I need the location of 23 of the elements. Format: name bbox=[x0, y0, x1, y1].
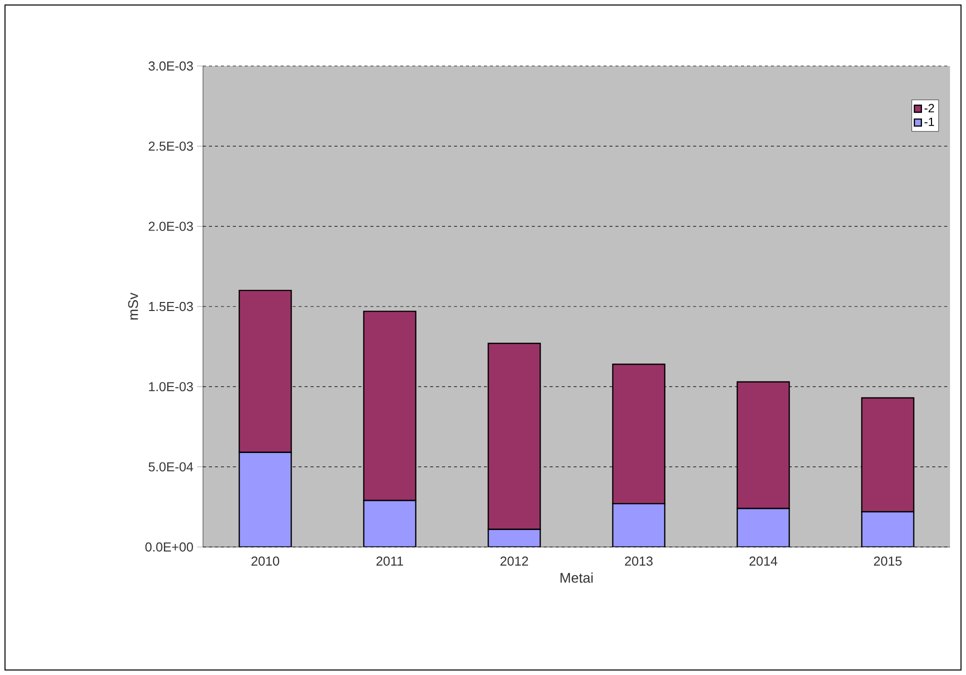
bar bbox=[612, 503, 666, 547]
y-axis-title: mSv bbox=[128, 292, 138, 320]
y-tick-label: 3.0E-03 bbox=[148, 61, 193, 71]
bar bbox=[736, 508, 790, 547]
x-axis-title: Metai bbox=[560, 572, 593, 583]
x-tick-label: 2012 bbox=[500, 556, 528, 566]
legend-label: -2 bbox=[924, 104, 934, 112]
x-tick-label: 2014 bbox=[750, 556, 778, 566]
y-tick-label: 1.5E-03 bbox=[149, 302, 193, 312]
legend-label: -1 bbox=[924, 118, 934, 126]
y-tick-label: 5.0E-04 bbox=[148, 462, 194, 472]
y-tick-label: 0.0E+00 bbox=[145, 542, 193, 552]
bar bbox=[363, 500, 416, 547]
bar bbox=[238, 452, 292, 547]
y-tick-label: 1.0E-03 bbox=[149, 382, 193, 392]
x-tick-label: 2011 bbox=[376, 556, 404, 566]
x-tick-label: 2010 bbox=[252, 556, 280, 566]
x-tick-label: 2015 bbox=[874, 556, 902, 566]
bar bbox=[861, 511, 914, 547]
y-tick-label: 2.0E-03 bbox=[148, 222, 193, 231]
bar bbox=[488, 528, 541, 547]
x-tick-label: 2013 bbox=[625, 556, 653, 566]
y-tick-label: 2.5E-03 bbox=[148, 142, 193, 151]
